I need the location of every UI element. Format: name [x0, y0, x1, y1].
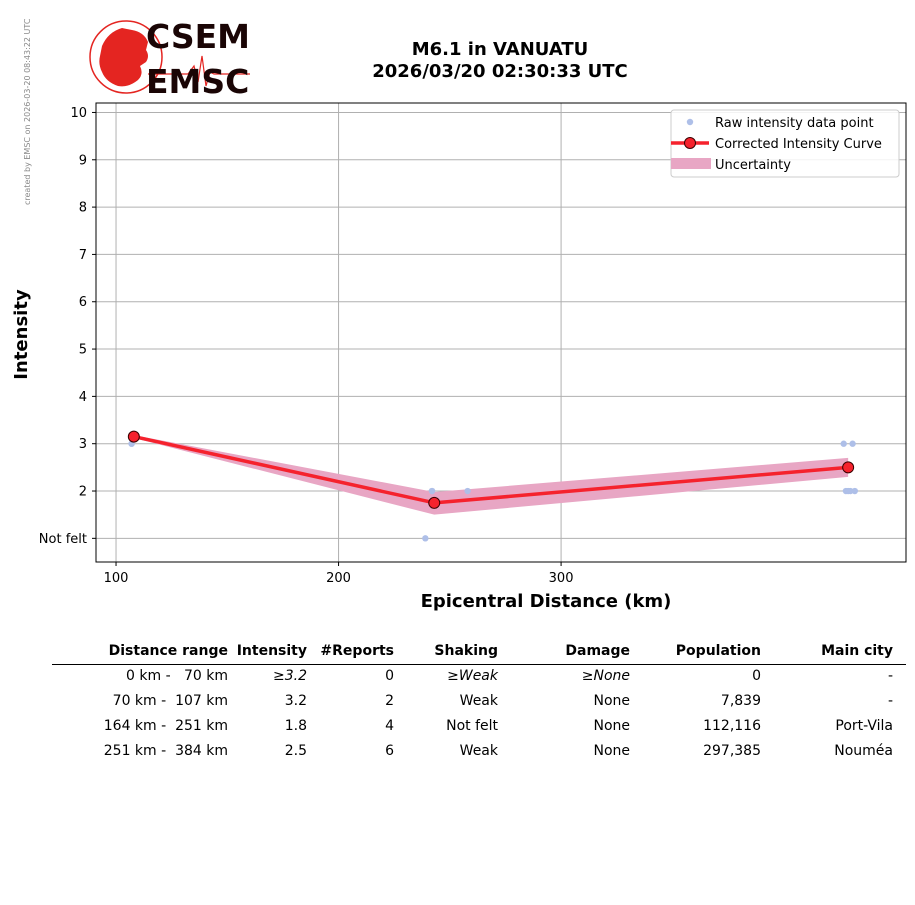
- logo-bottom-text: EMSC: [146, 62, 249, 98]
- cell-main-city: Port-Vila: [835, 718, 893, 734]
- y-tick-label: 2: [79, 485, 87, 500]
- cell-reports: 2: [385, 693, 394, 709]
- cell-damage: None: [593, 743, 630, 759]
- cell-reports: 6: [385, 743, 394, 759]
- table-row: 0 km - 70 km ≥3.2 0 ≥Weak ≥None 0 -: [52, 665, 906, 690]
- cell-shaking: Not felt: [446, 718, 498, 734]
- logo-map-icon: [99, 28, 148, 87]
- cell-distance-range: 251 km - 384 km: [103, 743, 228, 759]
- x-tick-label: 200: [326, 571, 351, 586]
- header-reports: #Reports: [320, 643, 394, 659]
- cell-shaking: ≥Weak: [447, 668, 498, 684]
- table-row: 251 km - 384 km 2.5 6 Weak None 297,385 Nouméa: [52, 740, 906, 765]
- header-damage: Damage: [565, 643, 630, 659]
- cell-distance-range: 0 km - 70 km: [126, 668, 228, 684]
- x-tick-label: 300: [549, 571, 574, 586]
- cell-shaking: Weak: [459, 693, 498, 709]
- chart-title-line2: 2026/03/20 02:30:33 UTC: [372, 61, 628, 82]
- raw-data-point: [422, 535, 429, 542]
- header-population: Population: [675, 643, 761, 659]
- logo-seismogram-icon: [148, 55, 250, 87]
- header-intensity: Intensity: [236, 643, 307, 659]
- cell-distance-range: 164 km - 251 km: [103, 718, 228, 734]
- cell-damage: None: [593, 693, 630, 709]
- y-tick-label: 9: [79, 153, 87, 168]
- raw-data-point: [840, 440, 847, 447]
- cell-intensity: 2.5: [284, 743, 307, 759]
- logo-top-text: CSEM: [146, 17, 250, 56]
- table-row: 70 km - 107 km 3.2 2 Weak None 7,839 -: [52, 690, 906, 715]
- curve-marker: [428, 496, 441, 509]
- cell-population: 7,839: [720, 693, 761, 709]
- cell-intensity: ≥3.2: [273, 668, 307, 684]
- raw-data-point: [428, 487, 436, 495]
- header-main-city: Main city: [821, 643, 893, 659]
- raw-data-point: [849, 440, 856, 447]
- legend-label: Corrected Intensity Curve: [715, 137, 882, 152]
- intensity-chart: Not felt 2 3 4 5 6 7 8 9 10 100 200 300 Epicentral Di…: [11, 102, 907, 612]
- y-tick-label: 4: [79, 390, 87, 405]
- raw-data-point: [847, 487, 854, 495]
- raw-data-point: [464, 487, 471, 495]
- raw-data-point: [851, 487, 859, 495]
- emsc-logo: CSEM EMSC: [89, 17, 250, 98]
- cell-main-city: -: [887, 693, 893, 709]
- cell-intensity: 1.8: [284, 718, 307, 734]
- table-row: 164 km - 251 km 1.8 4 Not felt None 112,116 Po…: [52, 715, 906, 740]
- cell-damage: ≥None: [581, 668, 630, 684]
- legend-label: Raw intensity data point: [715, 116, 874, 131]
- x-tick-label: 100: [104, 571, 129, 586]
- y-tick-label: 8: [79, 201, 87, 216]
- y-tick-label: 6: [79, 295, 87, 310]
- cell-reports: 0: [385, 668, 394, 684]
- cell-population: 297,385: [703, 743, 761, 759]
- cell-distance-range: 70 km - 107 km: [112, 693, 228, 709]
- cell-shaking: Weak: [459, 743, 498, 759]
- plot-frame: [95, 102, 907, 563]
- cell-main-city: -: [887, 668, 893, 684]
- cell-population: 0: [752, 668, 761, 684]
- y-tick-label: 5: [79, 343, 87, 358]
- y-tick-label: 7: [79, 248, 87, 263]
- y-tick-label: 10: [70, 106, 87, 121]
- legend-curve-marker: [684, 137, 696, 149]
- legend-uncertainty-patch: [671, 158, 711, 169]
- cell-intensity: 3.2: [284, 693, 307, 709]
- legend-label: Uncertainty: [715, 158, 791, 173]
- chart-title-line1: M6.1 in VANUATU: [411, 39, 589, 60]
- y-tick-label: Not felt: [39, 532, 87, 547]
- header-distance-range: Distance range: [108, 643, 228, 659]
- cell-population: 112,116: [703, 718, 761, 734]
- legend-raw-marker: [686, 118, 694, 126]
- legend: Raw intensity data point Corrected Intens…: [670, 109, 900, 178]
- cell-damage: None: [593, 718, 630, 734]
- y-axis-label: Intensity: [11, 289, 32, 380]
- intensity-table: Distance range Intensity #Reports Shakin…: [52, 640, 906, 765]
- curve-marker: [842, 461, 855, 474]
- table-body: 0 km - 70 km ≥3.2 0 ≥Weak ≥None 0-70 km - 107…: [52, 665, 906, 765]
- curve-marker: [127, 430, 140, 443]
- table-header-row: Distance range Intensity #Reports Shakin…: [52, 640, 906, 666]
- y-tick-label: 3: [79, 437, 87, 452]
- logo-globe-icon: [89, 20, 163, 94]
- x-axis-label: Epicentral Distance (km): [421, 591, 672, 612]
- cell-reports: 4: [385, 718, 394, 734]
- cell-main-city: Nouméa: [834, 743, 893, 759]
- header-shaking: Shaking: [434, 643, 498, 659]
